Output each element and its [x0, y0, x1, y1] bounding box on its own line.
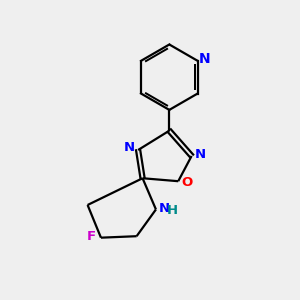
Text: N: N [198, 52, 210, 66]
Text: N: N [159, 202, 170, 215]
Text: N: N [124, 141, 135, 154]
Text: F: F [87, 230, 96, 243]
Text: H: H [167, 204, 178, 218]
Text: O: O [182, 176, 193, 189]
Text: N: N [195, 148, 206, 161]
